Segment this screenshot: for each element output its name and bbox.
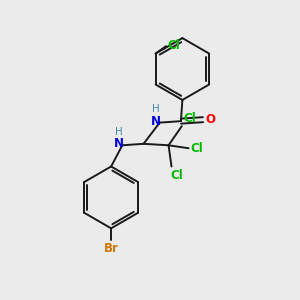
Text: N: N [151,115,161,128]
Text: Cl: Cl [170,169,183,182]
Text: H: H [115,127,122,137]
Text: Cl: Cl [167,39,180,52]
Text: Cl: Cl [190,142,203,155]
Text: H: H [152,104,160,114]
Text: O: O [205,113,215,126]
Text: N: N [113,137,124,150]
Text: Cl: Cl [183,112,196,125]
Text: Br: Br [104,242,119,255]
